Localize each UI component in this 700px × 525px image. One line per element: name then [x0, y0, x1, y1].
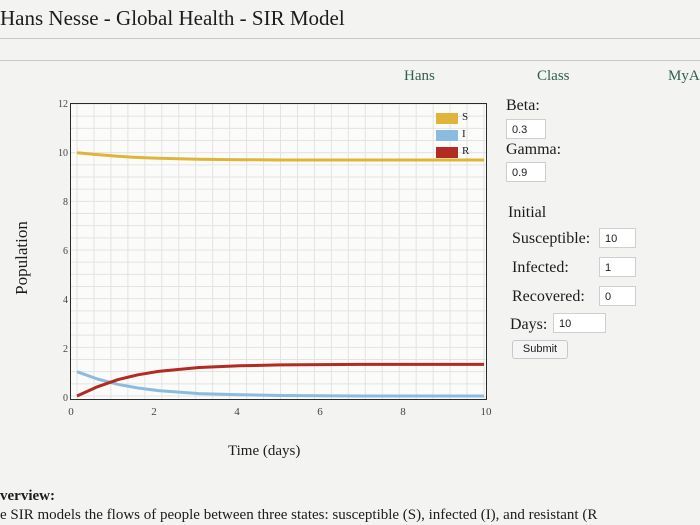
- beta-label: Beta:: [506, 97, 540, 114]
- legend-swatch-r: [436, 147, 458, 158]
- x-tick-label: 4: [234, 406, 240, 418]
- y-tick-label: 8: [63, 197, 68, 208]
- recovered-label: Recovered:: [512, 288, 585, 305]
- y-tick-label: 0: [63, 393, 68, 404]
- x-axis-label: Time (days): [228, 443, 301, 459]
- recovered-input[interactable]: 0: [599, 286, 636, 306]
- legend-swatch-s: [436, 113, 458, 124]
- legend-entry-s: S: [436, 111, 480, 126]
- y-tick-label: 10: [58, 148, 68, 159]
- gamma-label: Gamma:: [506, 141, 562, 158]
- y-tick-label: 2: [63, 344, 68, 355]
- series-line-i: [76, 370, 484, 398]
- legend-swatch-i: [436, 130, 458, 141]
- x-tick-label: 8: [400, 406, 406, 418]
- submit-button[interactable]: Submit: [512, 340, 568, 359]
- overview-heading: verview:: [0, 488, 55, 504]
- overview-text: e SIR models the flows of people between…: [0, 507, 598, 523]
- nav-link-class[interactable]: Class: [537, 68, 570, 84]
- nav-link-hans[interactable]: Hans: [404, 68, 435, 84]
- nav-divider-top: [0, 60, 700, 61]
- legend-label-r: R: [462, 145, 470, 157]
- sir-chart-svg: [71, 104, 486, 399]
- x-tick-label: 6: [317, 406, 323, 418]
- y-tick-label: 4: [63, 295, 68, 306]
- page-title: Hans Nesse - Global Health - SIR Model: [0, 6, 345, 30]
- x-tick-label: 10: [480, 406, 492, 418]
- infected-label: Infected:: [512, 259, 569, 276]
- beta-input[interactable]: 0.3: [506, 119, 546, 139]
- nav-link-mya[interactable]: MyA: [668, 68, 700, 84]
- title-divider: [0, 38, 700, 39]
- x-tick-label: 0: [68, 406, 74, 418]
- legend-entry-i: I: [436, 128, 480, 143]
- susceptible-input[interactable]: 10: [599, 228, 636, 248]
- susceptible-label: Susceptible:: [512, 230, 591, 247]
- days-input[interactable]: 10: [553, 313, 606, 333]
- y-tick-label: 6: [63, 246, 68, 257]
- series-line-r: [76, 362, 484, 398]
- series-line-s: [76, 151, 484, 162]
- chart-legend: S I R: [436, 111, 480, 162]
- legend-label-s: S: [462, 111, 469, 123]
- gamma-input[interactable]: 0.9: [506, 162, 546, 182]
- x-tick-label: 2: [151, 406, 157, 418]
- y-tick-label: 12: [58, 99, 68, 110]
- initial-label: Initial: [508, 204, 547, 221]
- y-axis-label: Population: [12, 221, 31, 295]
- days-label: Days:: [510, 316, 548, 333]
- sir-chart: [70, 103, 487, 400]
- infected-input[interactable]: 1: [599, 257, 636, 277]
- legend-entry-r: R: [436, 145, 480, 160]
- legend-label-i: I: [462, 128, 466, 140]
